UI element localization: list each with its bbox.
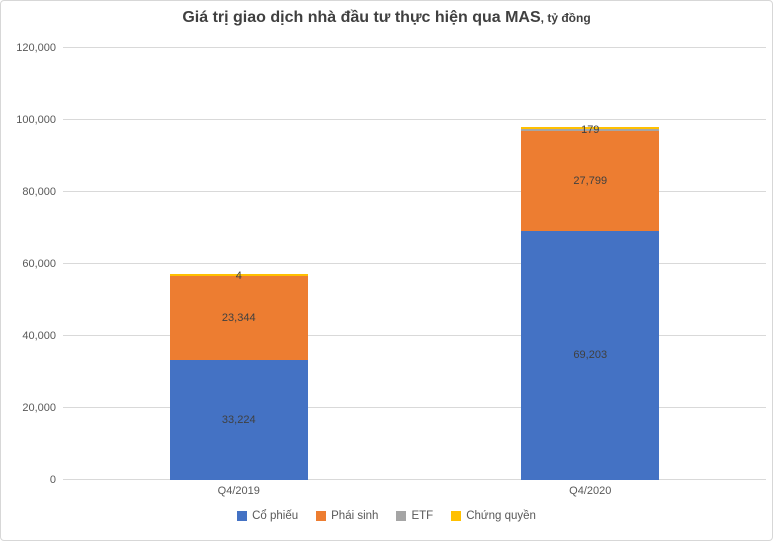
bar-segment-label: 179 bbox=[581, 123, 600, 136]
bar-segment bbox=[169, 276, 308, 361]
legend: Cổ phiếu Phái sinh ETF Chứng quyền bbox=[1, 510, 772, 522]
legend-label: Chứng quyền bbox=[466, 510, 536, 522]
stacked-bar-q4-2019 bbox=[169, 48, 308, 480]
legend-item: ETF bbox=[396, 510, 433, 522]
bar-segment bbox=[521, 128, 660, 131]
x-axis-label: Q4/2020 bbox=[569, 485, 612, 497]
bar-segment-label: 33,224 bbox=[221, 414, 256, 427]
legend-label: ETF bbox=[411, 510, 434, 522]
y-axis-tick-label: 120,000 bbox=[16, 42, 56, 54]
legend-marker-icon bbox=[396, 511, 407, 521]
bar-segment bbox=[169, 360, 308, 480]
bar-segment bbox=[521, 230, 660, 480]
chart-title-text: Giá trị giao dịch nhà đầu tư thực hiện q… bbox=[182, 9, 541, 26]
x-axis: Q4/2019 Q4/2020 bbox=[63, 485, 766, 501]
bar-segment-label: 4 bbox=[235, 270, 242, 283]
y-axis-tick-label: 60,000 bbox=[22, 258, 56, 270]
legend-marker-icon bbox=[316, 511, 327, 521]
gridline bbox=[63, 407, 766, 408]
gridline bbox=[63, 191, 766, 192]
bar-segment bbox=[521, 126, 660, 129]
legend-label: Cổ phiếu bbox=[252, 510, 299, 522]
x-axis-label: Q4/2019 bbox=[217, 485, 260, 497]
legend-item: Chứng quyền bbox=[451, 510, 536, 522]
gridline bbox=[63, 263, 766, 264]
y-axis-tick-label: 20,000 bbox=[22, 402, 56, 414]
y-axis: 0 20,000 40,000 60,000 80,000 100,000 120,000 bbox=[1, 42, 56, 486]
legend-item: Cổ phiếu bbox=[237, 510, 298, 522]
chart-title-unit: , tỷ đồng bbox=[540, 11, 591, 25]
bar-segment bbox=[521, 130, 660, 231]
gridline bbox=[63, 119, 766, 120]
bar-segment-label: 27,799 bbox=[573, 174, 608, 187]
legend-label: Phái sinh bbox=[331, 510, 379, 522]
y-axis-tick-label: 40,000 bbox=[22, 330, 56, 342]
y-axis-tick-label: 80,000 bbox=[22, 186, 56, 198]
stacked-bar-q4-2020 bbox=[521, 48, 660, 480]
gridline bbox=[63, 47, 766, 48]
y-axis-tick-label: 0 bbox=[49, 474, 56, 486]
legend-marker-icon bbox=[451, 511, 462, 521]
legend-marker-icon bbox=[237, 511, 248, 521]
gridline bbox=[63, 479, 766, 480]
legend-item: Phái sinh bbox=[316, 510, 378, 522]
gridline bbox=[63, 335, 766, 336]
plot-area: 33,224 23,344 4 69,203 27,799 179 bbox=[63, 47, 766, 480]
y-axis-tick-label: 100,000 bbox=[16, 114, 56, 126]
bar-segment-label: 23,344 bbox=[221, 312, 256, 325]
bar-segment-label: 69,203 bbox=[573, 349, 608, 362]
bar-segment bbox=[169, 274, 308, 277]
chart-title: Giá trị giao dịch nhà đầu tư thực hiện q… bbox=[1, 9, 772, 27]
